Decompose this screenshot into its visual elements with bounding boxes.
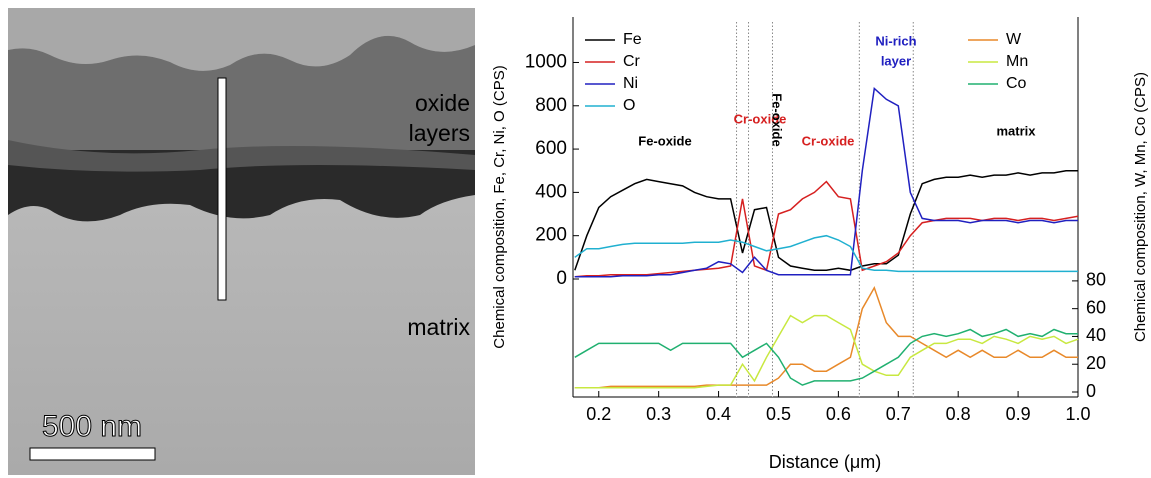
series-line (574, 314, 1079, 389)
legend-label: Fe (623, 31, 642, 48)
annotation: Cr-oxide (734, 111, 787, 126)
y2-tick-label: 60 (1086, 297, 1106, 317)
legend-label: Ni (623, 75, 638, 92)
series-line (574, 234, 1078, 273)
legend-label: Co (1006, 75, 1027, 92)
series-line (574, 87, 1078, 278)
image-label: matrix (407, 314, 470, 340)
annotation: Fe-oxide (638, 133, 691, 148)
y-tick-label: 400 (535, 181, 567, 202)
y2-tick-label: 80 (1086, 270, 1106, 290)
axes (572, 17, 1079, 398)
y-tick-label: 800 (535, 95, 567, 116)
series-line (574, 180, 1079, 278)
x-tick-label: 0.5 (766, 404, 791, 424)
annotation: Cr-oxide (802, 133, 855, 148)
x-tick-label: 1.0 (1065, 404, 1090, 424)
y-tick-label: 600 (535, 138, 567, 159)
y2-tick-label: 20 (1086, 353, 1106, 373)
legend-label: Cr (623, 53, 641, 70)
x-tick-label: 0.2 (586, 404, 611, 424)
series-line (574, 169, 1078, 272)
legend-label: W (1006, 31, 1022, 48)
y-tick-label: 0 (556, 268, 567, 289)
x-tick-label: 0.7 (886, 404, 911, 424)
legend-label: O (623, 97, 635, 114)
scale-bar-label: 500 nm (42, 410, 142, 443)
x-tick-label: 0.3 (646, 404, 671, 424)
x-tick-label: 0.8 (946, 404, 971, 424)
annotation: Ni-rich (875, 33, 916, 48)
image-label: oxide layers (408, 90, 470, 146)
y-tick-label: 1000 (525, 51, 567, 72)
y-axis-title: Chemical composition, Fe, Cr, Ni, O (CPS… (491, 65, 508, 348)
x-tick-label: 0.4 (706, 404, 731, 424)
micrograph: 500 nm (8, 8, 475, 475)
series-line (574, 285, 1078, 389)
legend-label: Mn (1006, 53, 1028, 70)
annotation: Fe-oxide (770, 93, 785, 146)
x-tick-label: 0.9 (1006, 404, 1031, 424)
annotation: matrix (996, 123, 1036, 138)
series-line (574, 328, 1078, 386)
x-axis-title: Distance (μm) (769, 452, 881, 472)
annotation: layer (881, 53, 911, 68)
y-tick-label: 200 (535, 225, 567, 246)
y2-tick-label: 0 (1086, 381, 1096, 401)
y2-axis-title: Chemical composition, W, Mn, Co (CPS) (1132, 72, 1149, 342)
x-tick-label: 0.6 (826, 404, 851, 424)
y2-tick-label: 40 (1086, 325, 1106, 345)
